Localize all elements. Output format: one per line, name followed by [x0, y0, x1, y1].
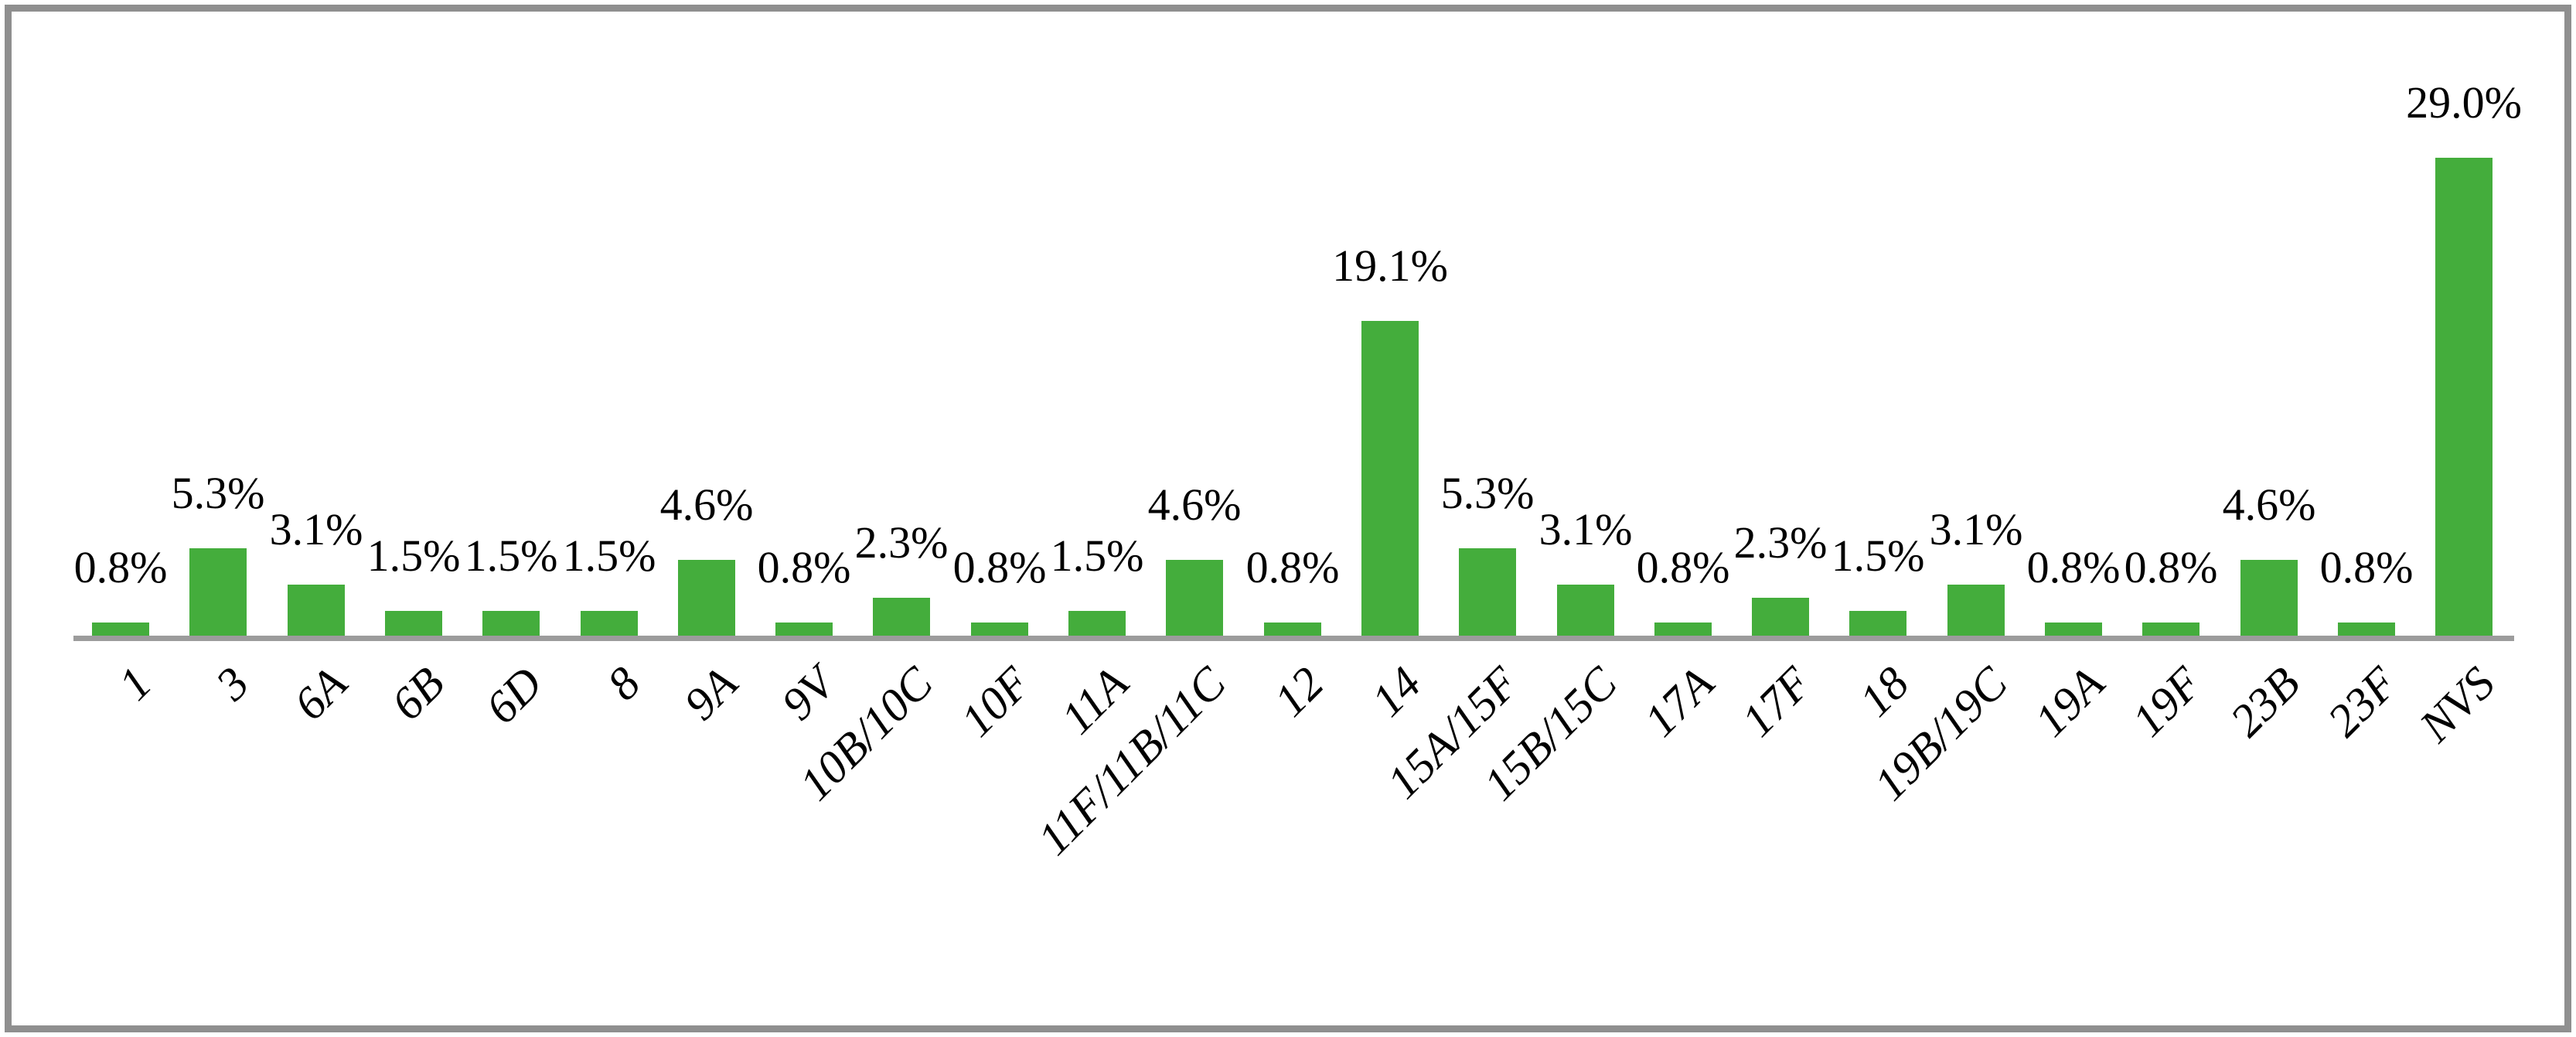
bar-value-label: 3.1%: [269, 504, 363, 554]
bar-9V: [775, 623, 833, 636]
bar-10B/10C: [873, 598, 930, 636]
bar-value-label: 1.5%: [562, 530, 656, 581]
bar-6D: [482, 611, 540, 636]
bar-19B/19C: [1947, 585, 2005, 636]
x-axis-category-label-text: 11A: [1051, 657, 1138, 744]
bar-19F: [2142, 623, 2199, 636]
x-axis-category-label-text: 10F: [951, 657, 1041, 746]
x-axis-category-label-text: 12: [1264, 657, 1334, 726]
bar-6B: [385, 611, 442, 636]
bar-17A: [1654, 623, 1712, 636]
bar-value-label: 4.6%: [2222, 479, 2316, 530]
x-axis-category-label-text: 9V: [772, 657, 845, 730]
bar-value-label: 4.6%: [659, 479, 754, 530]
bar-value-label: 0.8%: [2319, 542, 2414, 592]
x-axis-category-label-text: 23F: [2318, 657, 2407, 746]
x-axis-category-label-text: 17F: [1732, 657, 1821, 746]
bar-value-label: 1.5%: [464, 530, 558, 581]
bar-17F: [1752, 598, 1809, 636]
x-axis-category-label-text: 23B: [2220, 657, 2310, 746]
bar-value-label: 1.5%: [1050, 530, 1144, 581]
bar-23F: [2338, 623, 2395, 636]
x-axis-category-label-text: 14: [1361, 657, 1431, 726]
bar-18: [1849, 611, 1906, 636]
bar-6A: [288, 585, 345, 636]
x-axis-line: [73, 636, 2514, 641]
x-axis-category-label-text: 19A: [2025, 657, 2114, 746]
bar-value-label: 0.8%: [1636, 542, 1730, 592]
x-axis-category-label-text: 6A: [284, 657, 357, 730]
bar-15A/15F: [1459, 548, 1516, 636]
bar-value-label: 0.8%: [2026, 542, 2121, 592]
bar-value-label: 3.1%: [1538, 504, 1633, 554]
bar-value-label: 0.8%: [73, 542, 168, 592]
bar-value-label: 1.5%: [1831, 530, 1925, 581]
bar-value-label: 0.8%: [2124, 542, 2218, 592]
bar-value-label: 19.1%: [1332, 240, 1448, 291]
bar-value-label: 0.8%: [757, 542, 851, 592]
x-axis-category-label-text: 3: [206, 657, 259, 710]
x-axis-category-label-text: 17A: [1634, 657, 1724, 746]
bar-11F/11B/11C: [1166, 560, 1223, 636]
x-axis-category-label-text: 8: [597, 657, 650, 710]
bar-value-label: 5.3%: [171, 468, 265, 518]
bar-value-label: 2.3%: [854, 517, 949, 568]
bar-value-label: 0.8%: [1245, 542, 1340, 592]
bar-value-label: 0.8%: [952, 542, 1047, 592]
bar-value-label: 2.3%: [1733, 517, 1828, 568]
x-axis-category-label-text: 9A: [674, 657, 748, 730]
x-axis-category-label-text: 6D: [475, 657, 552, 734]
bar-3: [189, 548, 247, 636]
bar-12: [1264, 623, 1321, 636]
chart-frame: [5, 5, 2571, 1032]
bar-value-label: 4.6%: [1147, 479, 1242, 530]
bar-value-label: 3.1%: [1929, 504, 2023, 554]
x-axis-category-label-text: NVS: [2410, 657, 2505, 752]
bar-1: [92, 623, 149, 636]
bar-value-label: 29.0%: [2406, 77, 2522, 128]
bar-9A: [678, 560, 735, 636]
bar-8: [581, 611, 638, 636]
bar-14: [1361, 321, 1419, 636]
x-axis-category-label-text: 1: [108, 657, 162, 710]
bar-NVS: [2435, 158, 2493, 636]
bar-value-label: 5.3%: [1440, 468, 1535, 518]
bar-19A: [2045, 623, 2102, 636]
bar-23B: [2240, 560, 2298, 636]
bar-value-label: 1.5%: [366, 530, 461, 581]
x-axis-category-label-text: 6B: [381, 657, 455, 730]
bar-11A: [1068, 611, 1126, 636]
x-axis-category-label-text: 19F: [2122, 657, 2212, 746]
bar-10F: [971, 623, 1028, 636]
x-axis-category-label-text: 18: [1849, 657, 1919, 726]
bar-15B/15C: [1557, 585, 1614, 636]
